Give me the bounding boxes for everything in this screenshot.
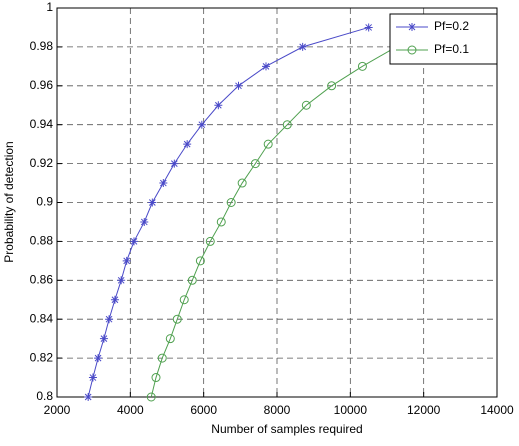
x-tick-label: 6000	[190, 403, 217, 417]
y-tick-label: 1	[46, 0, 53, 14]
x-tick-label: 2000	[44, 403, 71, 417]
marker	[216, 217, 226, 227]
marker	[157, 353, 167, 363]
legend-marker	[407, 45, 417, 55]
marker	[84, 393, 93, 401]
x-tick-label: 14000	[480, 403, 514, 417]
x-axis-label: Number of samples required	[211, 422, 362, 436]
marker	[122, 256, 131, 265]
marker	[205, 236, 215, 246]
marker	[99, 334, 108, 343]
x-tick-label: 10000	[334, 403, 368, 417]
marker	[327, 81, 337, 91]
marker	[151, 373, 161, 383]
marker	[140, 217, 149, 226]
y-tick-label: 0.8	[36, 389, 53, 403]
marker	[148, 198, 157, 207]
y-tick-label: 0.86	[30, 272, 54, 286]
legend-box	[389, 13, 498, 65]
y-tick-label: 0.84	[30, 311, 54, 325]
marker	[187, 275, 197, 285]
marker	[282, 120, 292, 130]
y-tick-label: 0.92	[30, 156, 54, 170]
marker	[262, 62, 270, 71]
marker	[146, 392, 156, 402]
x-tick-label: 4000	[117, 403, 144, 417]
y-tick-label: 0.9	[36, 195, 53, 209]
legend-label: Pf=0.2	[434, 19, 469, 33]
marker	[195, 256, 205, 266]
marker	[94, 354, 103, 363]
y-tick-label: 0.96	[30, 78, 54, 92]
marker	[298, 42, 307, 51]
marker	[250, 159, 260, 169]
marker	[165, 334, 175, 344]
marker	[237, 178, 247, 188]
marker	[88, 373, 97, 382]
y-tick-label: 0.94	[30, 117, 54, 131]
marker	[214, 101, 223, 110]
y-tick-label: 0.98	[30, 39, 54, 53]
marker	[263, 139, 273, 149]
marker	[159, 179, 168, 188]
series-line	[150, 46, 397, 398]
marker	[183, 140, 192, 149]
legend-marker	[408, 23, 416, 31]
x-tick-label: 8000	[264, 403, 291, 417]
marker	[172, 314, 182, 324]
marker	[234, 81, 243, 90]
marker	[105, 315, 114, 324]
marker	[179, 295, 189, 305]
marker	[364, 23, 373, 32]
legend-label: Pf=0.1	[434, 42, 469, 56]
marker	[110, 295, 119, 304]
y-axis-label: Probability of detection	[2, 141, 16, 262]
marker	[170, 159, 179, 168]
marker	[117, 276, 126, 285]
series-line	[87, 26, 369, 398]
x-tick-label: 12000	[407, 403, 441, 417]
marker	[130, 237, 138, 246]
marker	[197, 120, 206, 129]
y-tick-label: 0.82	[30, 350, 54, 364]
plot-frame	[56, 7, 498, 398]
y-tick-label: 0.88	[30, 234, 54, 248]
marker	[301, 100, 311, 110]
marker	[226, 198, 236, 207]
marker	[357, 61, 367, 71]
